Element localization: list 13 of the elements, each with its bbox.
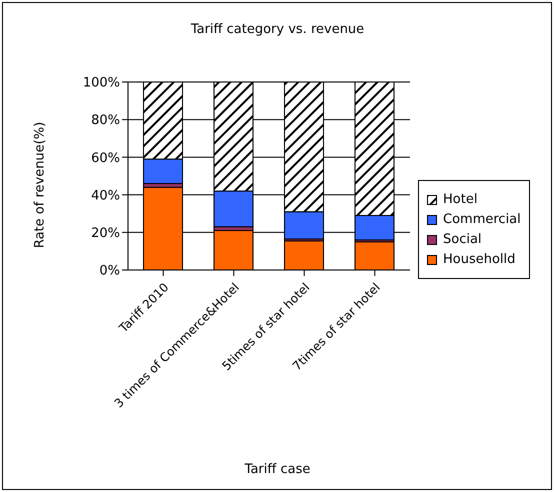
y-tick-label: 20% [91, 226, 120, 242]
y-tick-label: 40% [91, 188, 120, 204]
legend-label: Householld [443, 252, 516, 267]
y-axis-title: Rate of revenue(%) [32, 122, 48, 248]
y-tick-label: 60% [91, 150, 120, 166]
legend-label: Commercial [443, 212, 521, 227]
y-tick-label: 0% [99, 264, 120, 279]
y-tick-label: 100% [82, 76, 120, 91]
y-tick-label: 80% [91, 113, 120, 128]
x-axis-title: Tariff case [244, 462, 312, 477]
legend-label: Hotel [443, 192, 478, 207]
legend-label: Social [443, 232, 482, 247]
chart-title: Tariff category vs. revenue [190, 22, 366, 37]
